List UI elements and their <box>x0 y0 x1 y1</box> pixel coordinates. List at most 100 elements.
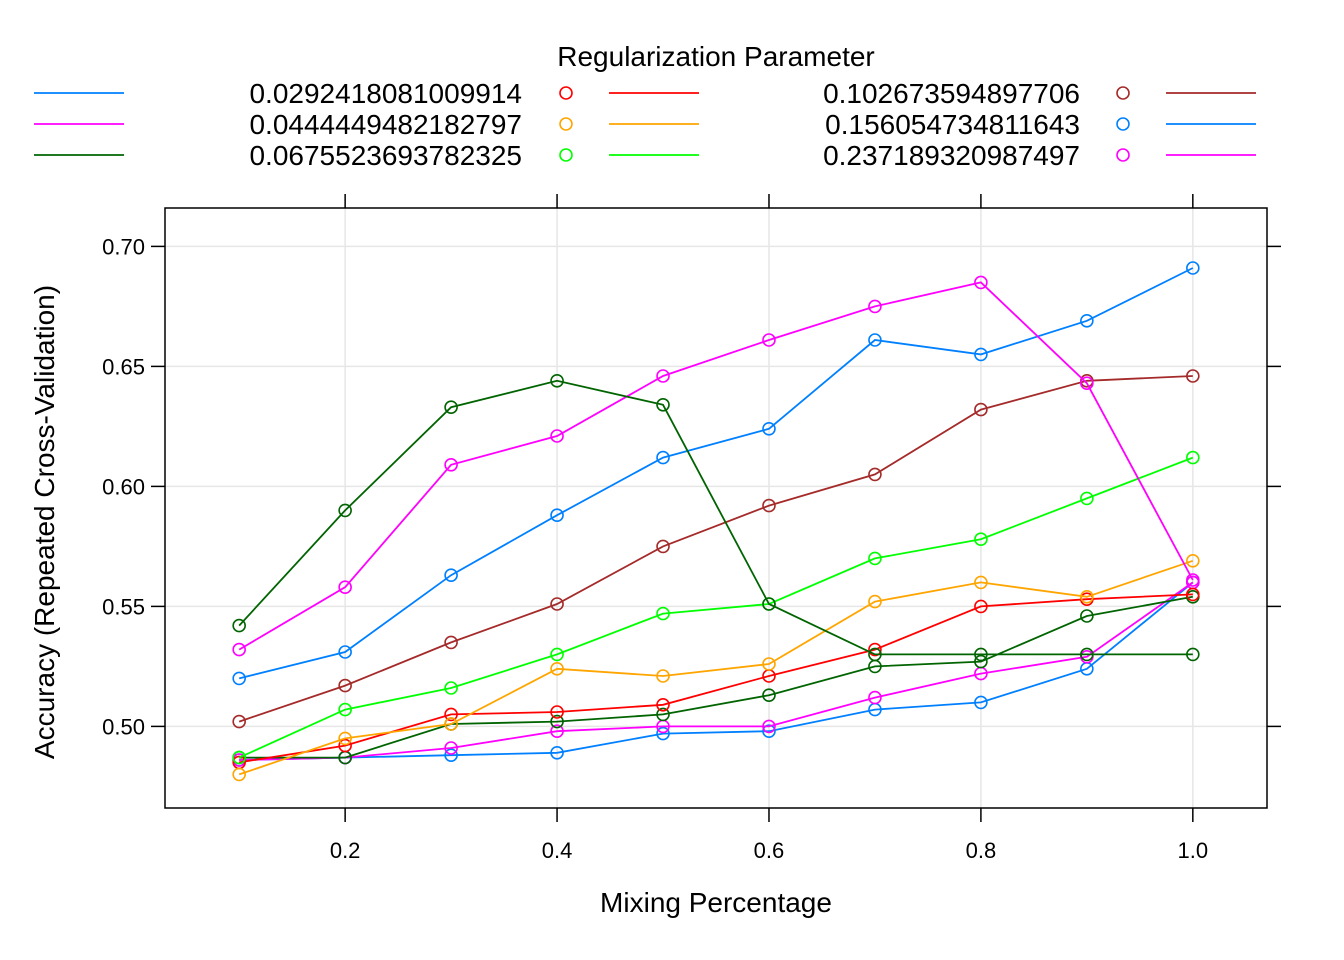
data-point-blue-high <box>444 568 458 583</box>
data-point-green <box>656 606 670 621</box>
x-tick-label: 1.0 <box>1178 838 1209 863</box>
legend: Regularization Parameter 0.0292418081009… <box>34 41 1256 171</box>
data-point-red <box>550 705 564 719</box>
series-layer <box>232 261 1200 782</box>
data-point-darkgreen-high <box>232 618 246 633</box>
data-point-blue-high <box>656 450 670 465</box>
series-line-blue-low <box>239 581 1194 761</box>
data-point-blue-high <box>550 508 564 523</box>
data-point-orange <box>550 661 564 676</box>
data-point-darkgreen-high <box>762 597 776 611</box>
y-tick-label: 0.65 <box>102 354 145 379</box>
data-point-blue-high <box>974 347 988 362</box>
legend-label: 0.0444449482182797 <box>249 109 522 140</box>
y-tick-label: 0.60 <box>102 474 145 499</box>
data-point-magenta-high <box>550 429 564 443</box>
data-point-brown <box>550 597 564 611</box>
data-point-darkgreen-low <box>550 714 564 729</box>
x-axis-label: Mixing Percentage <box>600 887 832 918</box>
data-point-green <box>868 551 882 566</box>
legend-point <box>559 86 573 100</box>
data-point-red <box>338 738 352 753</box>
x-tick-label: 0.2 <box>330 838 361 863</box>
data-point-darkgreen-high <box>1080 647 1094 662</box>
data-point-orange <box>868 594 882 609</box>
data-point-blue-low <box>444 748 458 763</box>
data-point-darkgreen-high <box>974 647 988 662</box>
data-point-magenta-high <box>444 457 458 472</box>
data-point-brown <box>868 467 882 482</box>
data-point-blue-high <box>868 333 882 347</box>
legend-point <box>1116 117 1130 131</box>
series-line-darkgreen-low <box>239 595 1193 759</box>
data-point-brown <box>232 714 246 729</box>
data-point-red <box>974 599 988 614</box>
series-line-blue-high <box>238 267 1194 680</box>
x-tick-label: 0.8 <box>966 838 997 863</box>
data-point-darkgreen-high <box>1186 647 1200 662</box>
data-point-orange <box>338 731 352 746</box>
data-point-red <box>656 697 670 712</box>
data-point-brown <box>974 402 988 417</box>
data-point-magenta-low <box>444 741 458 755</box>
data-point-brown <box>444 635 458 650</box>
series-line-magenta-low <box>239 581 1194 761</box>
data-point-orange <box>974 575 988 590</box>
data-point-orange <box>762 657 776 671</box>
data-point-orange <box>1186 553 1200 568</box>
data-point-orange <box>656 669 670 683</box>
legend-point <box>559 148 573 162</box>
data-point-blue-high <box>1186 261 1200 275</box>
y-tick-label: 0.50 <box>102 714 145 739</box>
series-line-darkgreen-high <box>238 379 1193 656</box>
data-point-red <box>868 642 882 657</box>
data-point-green <box>338 702 352 717</box>
legend-title: Regularization Parameter <box>557 41 875 72</box>
data-point-darkgreen-high <box>550 373 564 388</box>
data-point-magenta-high <box>232 642 246 657</box>
data-point-brown <box>1186 369 1200 383</box>
legend-point <box>1116 148 1130 162</box>
data-point-green <box>1186 450 1200 465</box>
data-point-blue-low <box>656 726 670 741</box>
data-point-red <box>1186 587 1200 602</box>
y-tick-label: 0.70 <box>102 234 145 259</box>
series-line-orange <box>238 559 1194 776</box>
data-point-blue-low <box>550 745 564 760</box>
data-point-magenta-high <box>974 275 988 290</box>
series-line-red <box>239 593 1193 764</box>
data-point-blue-low <box>974 695 988 710</box>
data-point-green <box>444 681 458 695</box>
data-point-orange <box>232 767 246 782</box>
legend-label: 0.102673594897706 <box>823 78 1080 109</box>
data-point-green <box>1080 491 1094 506</box>
data-point-magenta-high <box>762 333 776 347</box>
data-point-blue-high <box>232 671 246 686</box>
legend-point <box>559 117 573 131</box>
data-point-darkgreen-high <box>338 503 352 518</box>
data-point-green <box>550 647 564 662</box>
data-point-blue-high <box>1080 313 1094 328</box>
legend-label: 0.0675523693782325 <box>249 140 522 171</box>
x-tick-label: 0.4 <box>542 838 573 863</box>
data-point-blue-low <box>762 724 776 739</box>
data-point-magenta-high <box>1080 376 1094 391</box>
series-line-green <box>238 456 1194 759</box>
x-tick-label: 0.6 <box>754 838 785 863</box>
y-axis-label: Accuracy (Repeated Cross-Validation) <box>29 285 60 759</box>
data-point-darkgreen-high <box>444 400 458 415</box>
data-point-brown <box>762 498 776 513</box>
data-point-magenta-high <box>1186 573 1200 587</box>
data-point-green <box>232 750 246 765</box>
data-point-blue-high <box>338 645 352 659</box>
data-point-darkgreen-high <box>656 397 670 412</box>
data-point-magenta-low <box>762 719 776 734</box>
axes: 0.2 0.4 0.6 0.8 1.0 0.50 0.55 0.60 0.65 0.70 <box>102 194 1281 863</box>
y-tick-label: 0.55 <box>102 594 145 619</box>
data-point-orange <box>1080 589 1094 604</box>
data-point-magenta-low <box>868 690 882 705</box>
data-point-red <box>444 707 458 722</box>
data-point-magenta-high <box>338 580 352 595</box>
data-point-blue-high <box>762 421 776 436</box>
